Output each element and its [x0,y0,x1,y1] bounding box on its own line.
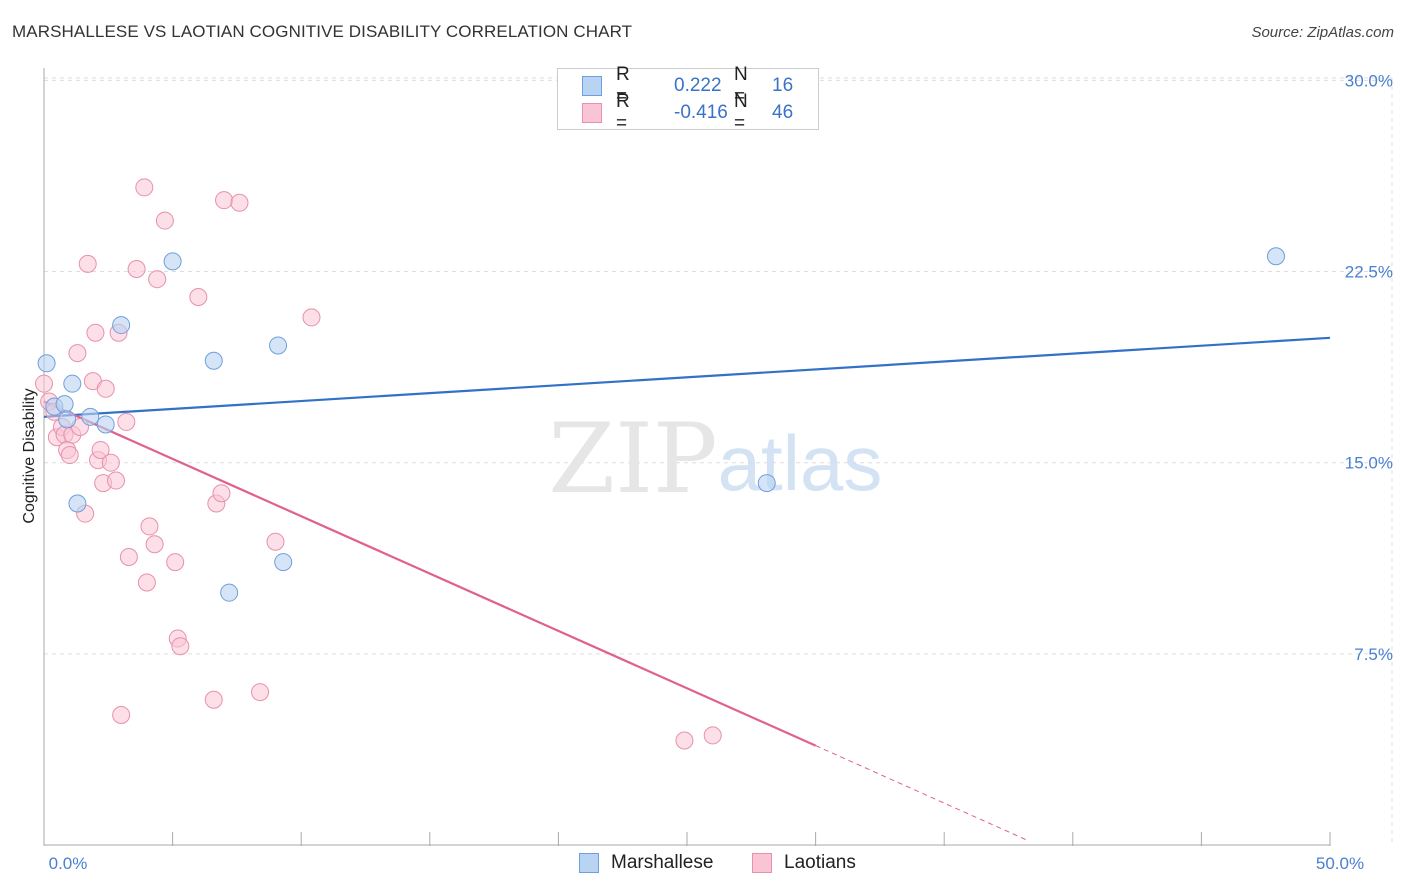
laotians-trend-extension [815,745,1027,841]
laotians-point [155,211,174,230]
tick-labels: 7.5% 15.0% 22.5% 30.0% 0.0% 50.0% [49,71,1393,873]
x-tick-label: 0.0% [49,854,88,873]
marshallese-point [112,316,131,335]
laotians-point [148,270,167,289]
laotians-point [171,637,190,656]
laotians-swatch [752,853,772,873]
n-value: 16 [772,75,794,96]
watermark-zip: ZIP [548,403,717,515]
r-label: R = [616,91,630,134]
x-tick-label: 50.0% [1316,854,1364,873]
laotians-point [703,726,722,745]
laotians-point [251,683,270,702]
chart-title: MARSHALLESE VS LAOTIAN COGNITIVE DISABIL… [12,22,633,41]
laotians-point [101,453,120,472]
laotians-point [91,440,110,459]
series-legend: Marshallese Laotians [0,852,1406,878]
laotians-point [119,547,138,566]
marshallese-swatch [582,76,602,96]
laotians-point [166,553,185,572]
y-tick-label: 30.0% [1345,71,1393,90]
marshallese-point [55,395,74,414]
laotians-point [137,573,156,592]
laotians-point [68,344,87,363]
legend-label: Laotians [784,852,856,873]
data-points [35,178,1285,750]
marshallese-point [1266,247,1285,266]
legend-item-marshallese[interactable]: Marshallese [579,852,713,874]
marshallese-point [37,354,56,373]
r-label: R = [616,64,630,107]
laotians-point [215,191,234,210]
laotians-point [212,484,231,503]
watermark: ZIP atlas [548,403,882,515]
laotians-point [117,412,136,431]
marshallese-point [204,351,223,370]
y-tick-label: 15.0% [1345,454,1393,473]
y-tick-label: 7.5% [1354,645,1393,664]
y-tick-label: 22.5% [1345,263,1393,282]
laotians-trend-line [43,400,817,747]
laotians-point [35,374,53,393]
laotians-point [140,517,159,536]
laotians-point [302,308,321,327]
marshallese-point [63,374,82,393]
marshallese-point [757,474,776,493]
marshallese-point [68,494,87,513]
marshallese-point [269,336,288,355]
r-value: 0.222 [674,75,722,96]
laotians-point [78,254,97,273]
legend-label: Marshallese [611,852,714,873]
legend-item-laotians[interactable]: Laotians [752,852,856,874]
laotians-point [189,288,208,307]
laotians-point [266,532,285,551]
n-label: N = [734,64,748,107]
laotians-point [60,446,79,465]
source-label: Source: ZipAtlas.com [1251,24,1394,41]
laotians-point [86,323,105,342]
laotians-point [127,259,146,278]
marshallese-point [58,410,77,429]
marshallese-swatch [579,853,599,873]
laotians-point [230,193,249,212]
n-label: N = [734,91,748,134]
r-value: -0.416 [674,102,728,123]
laotians-point [112,706,131,725]
laotians-point [135,178,154,197]
watermark-atlas: atlas [718,419,883,507]
marshallese-point [163,252,182,271]
trend-lines [43,336,1331,841]
marshallese-trend-line [43,336,1331,418]
y-axis-label: Cognitive Disability [21,388,38,523]
marshallese-point [96,415,115,434]
marshallese-point [274,553,293,572]
laotians-swatch [582,103,602,123]
marshallese-point [220,583,239,602]
laotians-point [145,535,164,554]
n-value: 46 [772,102,794,123]
axes [43,68,1331,846]
laotians-point [107,471,126,490]
laotians-point [96,379,115,398]
marshallese-point [81,407,100,426]
laotians-point [204,690,223,709]
stats-legend: R = 0.222 N = 16 R = -0.416 N = 46 [557,64,819,134]
laotians-point [675,731,694,750]
